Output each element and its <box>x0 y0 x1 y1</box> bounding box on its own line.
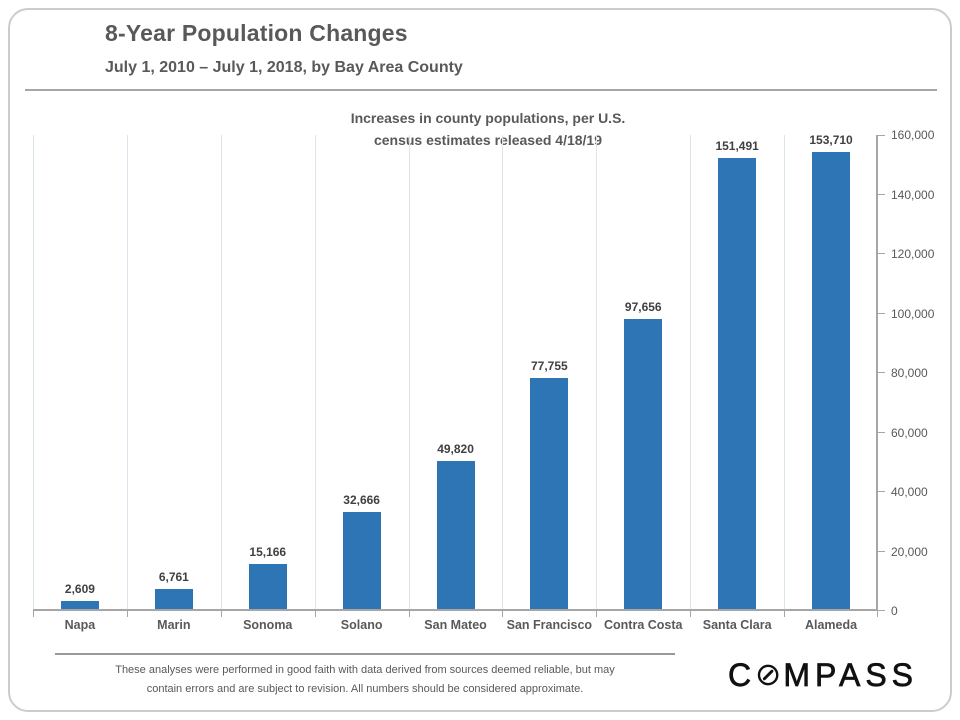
category-label: Alameda <box>804 618 858 632</box>
bar-solano <box>342 511 381 609</box>
compass-logo: C MPASS <box>728 656 918 694</box>
chart-annotation-line1: Increases in county populations, per U.S… <box>350 110 626 126</box>
page-subtitle: July 1, 2010 – July 1, 2018, by Bay Area… <box>105 59 463 76</box>
y-tick-label: 20,000 <box>891 544 928 559</box>
x-axis-tick <box>690 611 692 617</box>
bar-value-label: 6,761 <box>158 569 189 584</box>
bar-san-francisco <box>530 377 569 609</box>
category-label: Marin <box>157 618 191 632</box>
x-axis-tick <box>220 611 222 617</box>
x-axis-tick <box>126 611 128 617</box>
bar-sonoma <box>248 563 287 609</box>
y-axis: 0 20,000 40,000 60,000 80,000 100,000 120,000 1… <box>878 128 958 618</box>
bar-napa <box>60 601 99 609</box>
bar-alameda <box>812 151 851 609</box>
compass-o-icon <box>757 664 779 686</box>
bar-value-label: 49,820 <box>437 441 474 456</box>
footer-divider <box>55 653 675 655</box>
x-axis-tick <box>408 611 410 617</box>
y-axis-tick <box>878 193 885 195</box>
gridline <box>408 135 410 609</box>
gridline <box>502 135 504 609</box>
gridline <box>784 135 786 609</box>
category-label: Solano <box>340 618 383 632</box>
bar-value-label: 15,166 <box>249 544 287 559</box>
bar-santa-clara <box>718 158 757 609</box>
bar-value-label: 77,755 <box>530 358 568 373</box>
y-tick-label: 140,000 <box>891 187 935 202</box>
y-tick-label: 80,000 <box>891 366 928 380</box>
gridline <box>596 135 598 609</box>
y-tick-label: 0 <box>891 604 898 618</box>
gridline <box>126 135 128 609</box>
gridline <box>314 135 316 609</box>
disclaimer-line1: These analyses were performed in good fa… <box>115 664 615 676</box>
title-divider <box>25 89 937 91</box>
bar-value-label: 97,656 <box>624 299 662 314</box>
y-axis-tick <box>878 372 885 373</box>
category-label: Santa Clara <box>702 618 772 632</box>
category-label: Contra Costa <box>604 618 683 632</box>
y-axis-tick <box>878 550 885 552</box>
bar-marin <box>154 588 193 609</box>
disclaimer-line2: contain errors and are subject to revisi… <box>146 683 584 695</box>
bar-value-label: 32,666 <box>343 492 380 507</box>
chart-annotation: Increases in county populations, per U.S… <box>258 107 718 151</box>
bar-chart-plot-area: 2,609 6,761 15,166 32,666 49,820 77,755 97,656… <box>33 132 878 617</box>
chart-annotation-line2: census estimates released 4/18/19 <box>373 132 603 148</box>
x-axis-tick <box>784 611 786 617</box>
bar-contra-costa <box>624 318 663 609</box>
gridline <box>220 135 222 609</box>
x-axis-category-labels: Napa Marin Sonoma Solano San Mateo San Franci… <box>33 618 878 638</box>
category-label: San Francisco <box>506 618 593 632</box>
y-tick-label: 100,000 <box>891 306 935 321</box>
y-axis-tick <box>878 135 885 136</box>
gridline <box>33 135 34 609</box>
y-tick-label: 40,000 <box>891 485 928 499</box>
x-axis-tick <box>314 611 316 617</box>
category-label: San Mateo <box>424 618 487 632</box>
category-label: Napa <box>64 618 96 632</box>
compass-logo-suffix: MPASS <box>783 656 918 693</box>
y-tick-label: 120,000 <box>891 247 935 261</box>
x-axis-tick <box>596 611 598 617</box>
bar-value-label: 153,710 <box>809 132 853 147</box>
y-axis-tick <box>878 253 885 254</box>
x-axis-tick <box>33 611 34 617</box>
y-axis-tick <box>878 491 885 492</box>
y-axis-tick <box>878 431 885 433</box>
x-axis-tick <box>877 611 878 617</box>
y-axis-tick <box>878 312 885 314</box>
y-tick-label: 160,000 <box>891 128 935 142</box>
bar-value-label: 2,609 <box>64 582 95 597</box>
compass-logo-prefix: C <box>728 656 757 693</box>
y-axis-tick <box>878 610 885 611</box>
disclaimer-text: These analyses were performed in good fa… <box>55 661 675 699</box>
bar-value-label: 151,491 <box>715 139 759 154</box>
y-tick-label: 60,000 <box>891 425 928 440</box>
x-axis-tick <box>502 611 504 617</box>
bar-san-mateo <box>436 460 475 609</box>
category-label: Sonoma <box>243 618 293 632</box>
page-title: 8-Year Population Changes <box>105 20 408 46</box>
gridline <box>690 135 692 609</box>
